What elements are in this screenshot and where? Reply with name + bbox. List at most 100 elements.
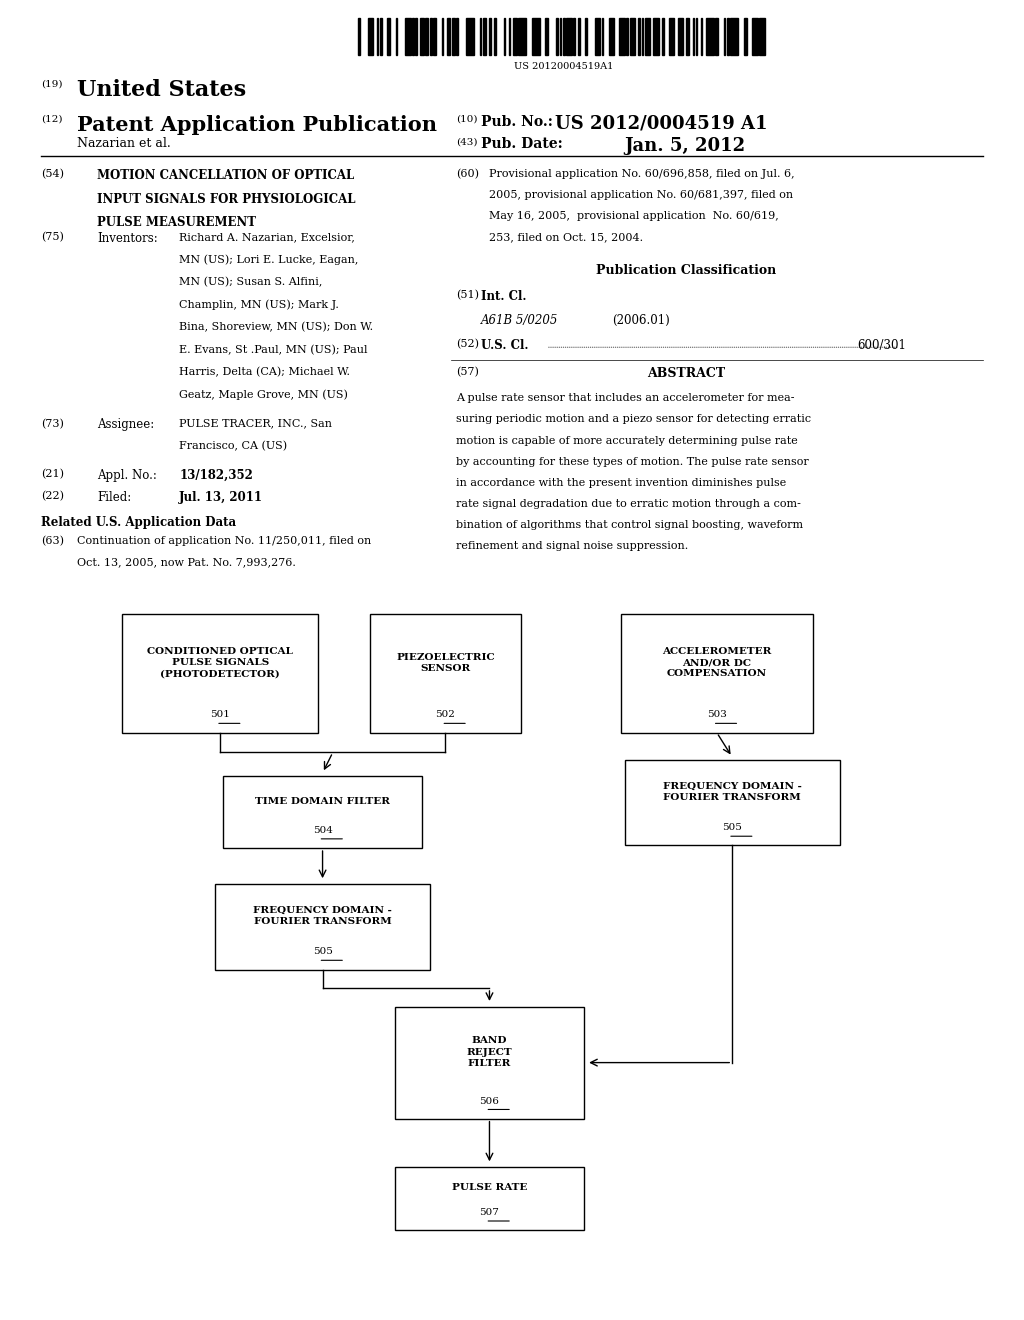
Bar xyxy=(394,1006,584,1119)
Bar xyxy=(466,18,474,55)
Text: (12): (12) xyxy=(41,115,62,124)
Text: US 20120004519A1: US 20120004519A1 xyxy=(513,62,613,71)
Text: PULSE TRACER, INC., San: PULSE TRACER, INC., San xyxy=(179,418,332,429)
Bar xyxy=(706,18,714,55)
Bar xyxy=(692,18,694,55)
Bar xyxy=(753,18,758,55)
Bar xyxy=(662,18,664,55)
Bar xyxy=(425,18,428,55)
Bar xyxy=(620,18,625,55)
Text: Publication Classification: Publication Classification xyxy=(596,264,776,277)
Bar xyxy=(513,18,517,55)
Text: 505: 505 xyxy=(722,824,742,832)
Text: Oct. 13, 2005, now Pat. No. 7,993,276.: Oct. 13, 2005, now Pat. No. 7,993,276. xyxy=(77,557,296,568)
Text: United States: United States xyxy=(77,79,246,102)
Text: Patent Application Publication: Patent Application Publication xyxy=(77,115,437,135)
Text: INPUT SIGNALS FOR PHYSIOLOGICAL: INPUT SIGNALS FOR PHYSIOLOGICAL xyxy=(97,193,355,206)
Bar xyxy=(585,18,587,55)
Bar xyxy=(509,18,510,55)
Text: (19): (19) xyxy=(41,79,62,88)
Bar xyxy=(627,18,628,55)
Bar xyxy=(394,1167,584,1230)
Bar xyxy=(625,759,840,845)
Bar xyxy=(368,18,374,55)
Text: 2005, provisional application No. 60/681,397, filed on: 2005, provisional application No. 60/681… xyxy=(489,190,794,201)
Bar xyxy=(730,18,738,55)
Text: FREQUENCY DOMAIN -
FOURIER TRANSFORM: FREQUENCY DOMAIN - FOURIER TRANSFORM xyxy=(253,906,392,927)
Text: Richard A. Nazarian, Excelsior,: Richard A. Nazarian, Excelsior, xyxy=(179,232,355,243)
Bar xyxy=(518,18,526,55)
Bar xyxy=(406,18,411,55)
Text: Filed:: Filed: xyxy=(97,491,131,504)
Bar xyxy=(630,18,635,55)
Text: (57): (57) xyxy=(456,367,478,378)
Text: (10): (10) xyxy=(456,115,477,124)
Text: (73): (73) xyxy=(41,418,63,429)
Text: in accordance with the present invention diminishes pulse: in accordance with the present invention… xyxy=(456,478,786,488)
Text: Geatz, Maple Grove, MN (US): Geatz, Maple Grove, MN (US) xyxy=(179,389,348,400)
Text: Champlin, MN (US); Mark J.: Champlin, MN (US); Mark J. xyxy=(179,300,339,310)
Bar xyxy=(380,18,382,55)
Text: (60): (60) xyxy=(456,169,478,180)
Text: (2006.01): (2006.01) xyxy=(612,314,670,327)
Bar xyxy=(413,18,414,55)
Text: Assignee:: Assignee: xyxy=(97,418,155,432)
Bar xyxy=(441,18,443,55)
Text: Related U.S. Application Data: Related U.S. Application Data xyxy=(41,516,236,529)
Bar xyxy=(457,18,458,55)
Text: refinement and signal noise suppression.: refinement and signal noise suppression. xyxy=(456,541,688,552)
Text: by accounting for these types of motion. The pulse rate sensor: by accounting for these types of motion.… xyxy=(456,457,808,467)
Text: 503: 503 xyxy=(707,710,727,719)
Bar xyxy=(387,18,390,55)
Text: 13/182,352: 13/182,352 xyxy=(179,469,253,482)
Text: Inventors:: Inventors: xyxy=(97,232,158,246)
Text: rate signal degradation due to erratic motion through a com-: rate signal degradation due to erratic m… xyxy=(456,499,801,510)
Text: BAND
REJECT
FILTER: BAND REJECT FILTER xyxy=(467,1036,512,1068)
Text: ABSTRACT: ABSTRACT xyxy=(647,367,725,380)
Text: motion is capable of more accurately determining pulse rate: motion is capable of more accurately det… xyxy=(456,436,798,446)
Text: 502: 502 xyxy=(435,710,456,719)
Text: suring periodic motion and a piezo sensor for detecting erratic: suring periodic motion and a piezo senso… xyxy=(456,414,811,425)
Text: 507: 507 xyxy=(479,1208,500,1217)
Bar xyxy=(215,884,430,969)
Bar xyxy=(370,614,521,733)
Bar xyxy=(595,18,600,55)
Text: MN (US); Lori E. Lucke, Eagan,: MN (US); Lori E. Lucke, Eagan, xyxy=(179,255,358,265)
Bar xyxy=(727,18,729,55)
Text: A61B 5/0205: A61B 5/0205 xyxy=(481,314,559,327)
Text: CONDITIONED OPTICAL
PULSE SIGNALS
(PHOTODETECTOR): CONDITIONED OPTICAL PULSE SIGNALS (PHOTO… xyxy=(147,647,293,678)
Bar xyxy=(573,18,574,55)
Text: (43): (43) xyxy=(456,137,477,147)
Text: (51): (51) xyxy=(456,290,478,301)
Bar xyxy=(416,18,417,55)
Bar xyxy=(686,18,689,55)
Text: Harris, Delta (CA); Michael W.: Harris, Delta (CA); Michael W. xyxy=(179,367,350,378)
Bar xyxy=(479,18,481,55)
Bar xyxy=(420,18,424,55)
Bar xyxy=(560,18,561,55)
Text: Continuation of application No. 11/250,011, filed on: Continuation of application No. 11/250,0… xyxy=(77,536,371,546)
Bar xyxy=(377,18,378,55)
Bar xyxy=(743,18,748,55)
Text: PULSE RATE: PULSE RATE xyxy=(452,1184,527,1192)
Text: (21): (21) xyxy=(41,469,63,479)
Text: Pub. Date:: Pub. Date: xyxy=(481,137,563,152)
Bar xyxy=(602,18,603,55)
Text: PIEZOELECTRIC
SENSOR: PIEZOELECTRIC SENSOR xyxy=(396,652,495,673)
Bar xyxy=(531,18,540,55)
Bar xyxy=(696,18,697,55)
Text: MN (US); Susan S. Alfini,: MN (US); Susan S. Alfini, xyxy=(179,277,323,288)
Text: MOTION CANCELLATION OF OPTICAL: MOTION CANCELLATION OF OPTICAL xyxy=(97,169,354,182)
Text: 501: 501 xyxy=(210,710,230,719)
Text: TIME DOMAIN FILTER: TIME DOMAIN FILTER xyxy=(255,797,390,805)
Bar xyxy=(556,18,558,55)
Text: Appl. No.:: Appl. No.: xyxy=(97,469,157,482)
Bar xyxy=(545,18,549,55)
Text: (52): (52) xyxy=(456,339,478,350)
Bar xyxy=(638,18,640,55)
Bar xyxy=(566,18,571,55)
Bar xyxy=(494,18,496,55)
Text: 505: 505 xyxy=(312,948,333,956)
Text: A pulse rate sensor that includes an accelerometer for mea-: A pulse rate sensor that includes an acc… xyxy=(456,393,795,404)
Bar xyxy=(358,18,360,55)
